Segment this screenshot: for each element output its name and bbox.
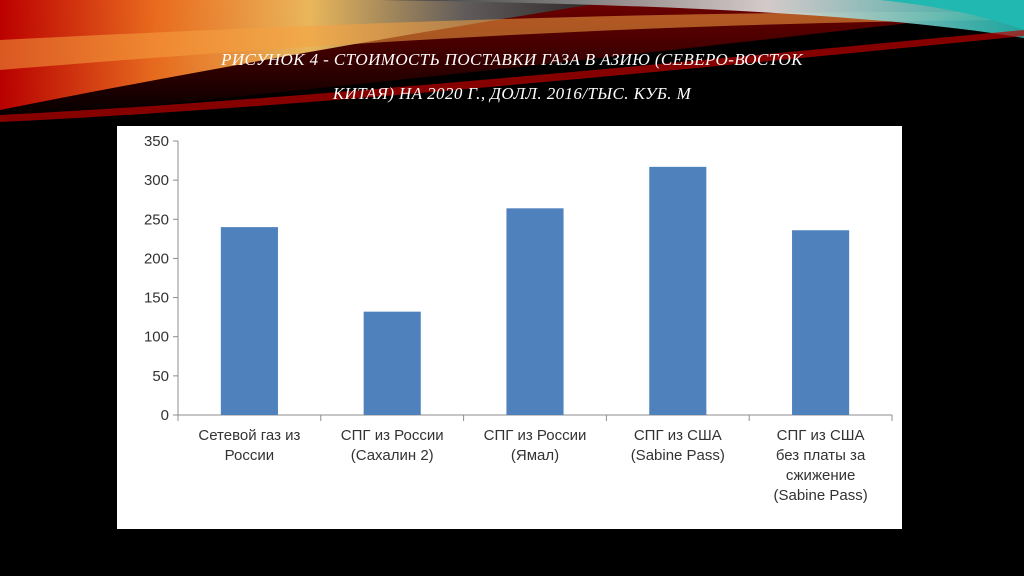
category-label-4: СПГ из США (Sabine Pass)	[607, 426, 749, 466]
category-label-5: СПГ из США без платы за сжижение (Sabine Pa…	[750, 426, 892, 506]
bar-2	[363, 311, 421, 415]
category-label-line: Сетевой газ из	[198, 427, 301, 444]
slide-title-line-2: КИТАЯ) НА 2020 Г., ДОЛЛ. 2016/ТЫС. КУБ. …	[332, 84, 692, 103]
chart-panel: 0 50 100 150 200 250 300 350 Сетевой газ из Росс…	[117, 126, 902, 529]
y-tick-label: 100	[144, 329, 169, 346]
category-label-line: СПГ из США	[776, 427, 865, 444]
category-label-line: СПГ из США	[633, 427, 722, 444]
category-label-1: Сетевой газ из России	[178, 426, 320, 466]
y-tick-label: 0	[161, 407, 169, 424]
y-tick-label: 50	[152, 368, 169, 385]
category-label-line: (Ямал)	[510, 447, 560, 464]
category-label-line: (Sabine Pass)	[773, 487, 868, 504]
y-tick-label: 350	[144, 133, 169, 150]
y-tick-label: 250	[144, 211, 169, 228]
bar-3	[506, 208, 564, 415]
bar-1	[220, 227, 278, 415]
y-tick-label: 150	[144, 290, 169, 307]
category-label-line: (Sabine Pass)	[630, 447, 725, 464]
category-label-line: без платы за	[775, 447, 866, 464]
y-tick-label: 200	[144, 250, 169, 267]
y-tick-label: 300	[144, 172, 169, 189]
bar-5	[792, 230, 850, 415]
category-label-line: СПГ из России	[483, 427, 587, 444]
category-label-line: России	[224, 447, 275, 464]
category-label-line: СПГ из России	[340, 427, 444, 444]
decorative-header-swoosh	[0, 0, 1024, 122]
bar-chart: 0 50 100 150 200 250 300 350	[144, 133, 893, 424]
bar-4	[649, 166, 707, 415]
category-label-line: (Сахалин 2)	[350, 447, 434, 464]
category-label-3: СПГ из России (Ямал)	[464, 426, 606, 466]
slide-title-line-1: РИСУНОК 4 - СТОИМОСТЬ ПОСТАВКИ ГАЗА В АЗ…	[221, 50, 803, 69]
category-label-line: сжижение	[785, 467, 856, 484]
category-label-2: СПГ из России (Сахалин 2)	[321, 426, 463, 466]
